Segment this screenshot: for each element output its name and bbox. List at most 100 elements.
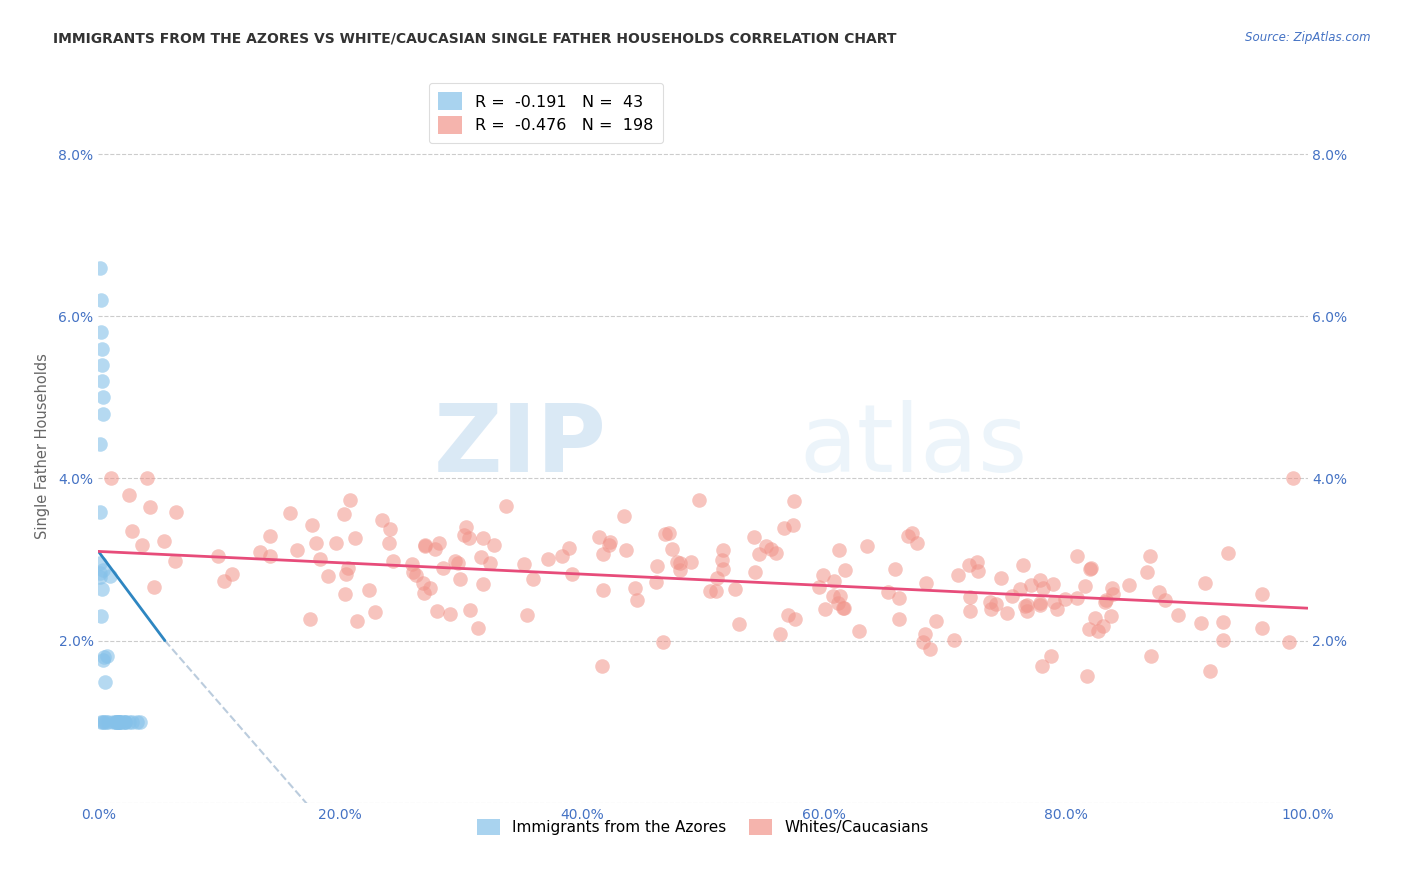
Point: [591, 659, 613, 673]
Point: [1278, 634, 1301, 648]
Point: [110, 714, 132, 729]
Point: [651, 635, 673, 649]
Point: [472, 531, 495, 545]
Point: [887, 612, 910, 626]
Point: [626, 592, 648, 607]
Point: [285, 542, 308, 557]
Point: [1077, 622, 1099, 636]
Point: [901, 526, 924, 541]
Point: [661, 542, 683, 557]
Point: [704, 583, 727, 598]
Point: [911, 635, 934, 649]
Point: [710, 553, 733, 567]
Point: [813, 568, 835, 582]
Point: [1066, 549, 1088, 564]
Point: [89, 437, 111, 451]
Point: [114, 714, 136, 729]
Point: [108, 714, 131, 729]
Point: [1140, 649, 1163, 664]
Point: [309, 552, 332, 566]
Point: [377, 536, 399, 550]
Point: [1029, 598, 1052, 612]
Point: [711, 543, 734, 558]
Point: [165, 554, 187, 568]
Point: [967, 564, 990, 578]
Point: [1250, 587, 1272, 601]
Point: [91, 714, 114, 729]
Point: [1216, 546, 1239, 560]
Point: [423, 542, 446, 557]
Point: [808, 581, 831, 595]
Point: [1092, 618, 1115, 632]
Point: [1095, 593, 1118, 607]
Point: [89, 566, 111, 580]
Point: [592, 547, 614, 561]
Point: [432, 561, 454, 575]
Point: [668, 557, 690, 571]
Point: [1015, 599, 1038, 613]
Point: [783, 493, 806, 508]
Point: [454, 520, 477, 534]
Point: [1019, 578, 1042, 592]
Legend: Immigrants from the Azores, Whites/Caucasians: Immigrants from the Azores, Whites/Cauca…: [471, 814, 935, 841]
Point: [118, 488, 141, 502]
Point: [1029, 595, 1052, 609]
Point: [551, 549, 574, 564]
Point: [1194, 575, 1216, 590]
Point: [1039, 649, 1062, 664]
Point: [96, 714, 118, 729]
Point: [316, 569, 339, 583]
Point: [91, 374, 114, 388]
Point: [298, 612, 321, 626]
Point: [776, 607, 799, 622]
Point: [401, 558, 423, 572]
Point: [90, 582, 112, 597]
Point: [165, 505, 187, 519]
Point: [1001, 590, 1024, 604]
Point: [458, 532, 481, 546]
Point: [91, 407, 114, 421]
Point: [848, 624, 870, 639]
Point: [90, 714, 112, 729]
Point: [470, 549, 492, 564]
Point: [1099, 609, 1122, 624]
Point: [513, 557, 536, 571]
Point: [121, 714, 143, 729]
Point: [1118, 578, 1140, 592]
Point: [91, 653, 114, 667]
Point: [742, 530, 765, 544]
Point: [957, 558, 980, 572]
Point: [259, 549, 281, 564]
Point: [90, 326, 112, 340]
Point: [453, 527, 475, 541]
Point: [914, 575, 936, 590]
Point: [668, 564, 690, 578]
Point: [427, 536, 450, 550]
Point: [121, 524, 143, 539]
Point: [112, 714, 135, 729]
Point: [444, 554, 467, 568]
Point: [706, 571, 728, 585]
Point: [1011, 558, 1033, 572]
Point: [91, 358, 114, 372]
Point: [995, 606, 1018, 620]
Point: [305, 536, 328, 550]
Point: [471, 577, 494, 591]
Point: [139, 500, 162, 515]
Point: [654, 527, 676, 541]
Point: [93, 563, 115, 577]
Point: [96, 648, 118, 663]
Point: [699, 583, 721, 598]
Point: [1074, 579, 1097, 593]
Point: [1014, 599, 1036, 613]
Point: [834, 563, 856, 577]
Point: [93, 650, 115, 665]
Point: [325, 536, 347, 550]
Point: [592, 583, 614, 598]
Point: [823, 574, 845, 588]
Point: [1211, 632, 1233, 647]
Point: [370, 513, 392, 527]
Point: [821, 589, 844, 603]
Point: [1199, 664, 1222, 678]
Point: [679, 555, 702, 569]
